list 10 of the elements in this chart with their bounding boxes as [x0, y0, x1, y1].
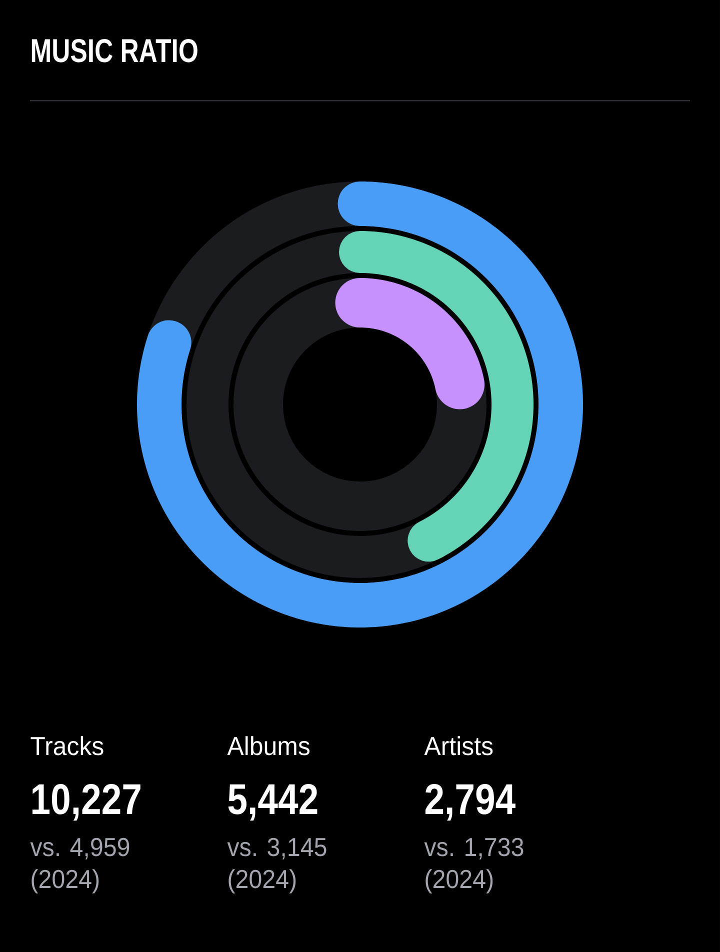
category-label: Tracks [30, 736, 104, 756]
data-label: 2,794 [425, 784, 516, 821]
text: MUSIC RATIO [32, 38, 198, 62]
category-label: Albums [227, 736, 310, 756]
text: vs. 1,733 (2024) [424, 838, 524, 894]
text: vs. 4,959 (2024) [30, 838, 130, 894]
category-label: Artists [424, 736, 493, 756]
data-label: 10,227 [32, 784, 140, 821]
data-label: 5,442 [228, 784, 318, 821]
text: vs. 3,145 (2024) [227, 838, 326, 894]
